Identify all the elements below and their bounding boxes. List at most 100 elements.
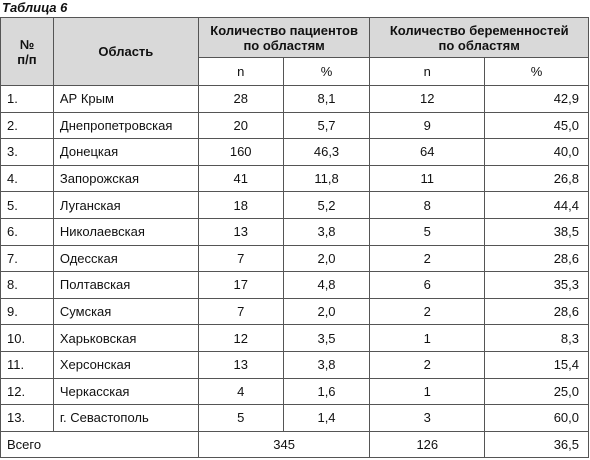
table-cell: 3,8 xyxy=(282,350,371,379)
table-row: 10. Харьковская 12 3,5 1 8,3 xyxy=(0,324,589,352)
table-row: 11. Херсонская 13 3,8 2 15,4 xyxy=(0,350,589,379)
table-cell: 7. xyxy=(0,244,54,273)
table-cell: 41 xyxy=(197,164,284,193)
table-cell: 38,5 xyxy=(484,217,589,246)
table-cell: 10. xyxy=(0,324,54,352)
table-cell: Полтавская xyxy=(52,271,199,299)
table-cell: Луганская xyxy=(52,191,199,219)
table-cell: 5 xyxy=(369,217,486,246)
caption: Таблица 6 xyxy=(2,0,68,15)
table-cell: 35,3 xyxy=(484,271,589,299)
header-cell: n xyxy=(369,57,486,86)
table-cell: 6. xyxy=(0,217,54,246)
header-cell: Область xyxy=(52,17,199,86)
table: № п/п Область Количество пациентов по об… xyxy=(0,17,589,459)
table-cell: 160 xyxy=(197,138,284,166)
total-row: Всего 345 126 36,5 xyxy=(0,430,589,459)
table-row: 9. Сумская 7 2,0 2 28,6 xyxy=(0,297,589,326)
table-cell: 2,0 xyxy=(282,244,371,273)
table-cell: 9. xyxy=(0,297,54,326)
table-cell: 46,3 xyxy=(282,138,371,166)
table-cell: Харьковская xyxy=(52,324,199,352)
table-cell: 8,3 xyxy=(484,324,589,352)
table-cell: Донецкая xyxy=(52,138,199,166)
table-cell: 1. xyxy=(0,85,54,113)
table-cell: Запорожская xyxy=(52,164,199,193)
table-cell: 64 xyxy=(369,138,486,166)
table-cell: 345 xyxy=(197,430,371,459)
table-cell: 11,8 xyxy=(282,164,371,193)
table-cell: Одесская xyxy=(52,244,199,273)
table-row: 6. Николаевская 13 3,8 5 38,5 xyxy=(0,217,589,246)
table-row: 12. Черкасская 4 1,6 1 25,0 xyxy=(0,377,589,406)
table-cell: 12 xyxy=(197,324,284,352)
table-cell: 28,6 xyxy=(484,244,589,273)
table-cell: Всего xyxy=(0,430,199,459)
table-cell: 28 xyxy=(197,85,284,113)
table-cell: 126 xyxy=(369,430,486,459)
table-row: 13. г. Севастополь 5 1,4 3 60,0 xyxy=(0,404,589,432)
table-cell: 5,7 xyxy=(282,111,371,140)
table-cell: 20 xyxy=(197,111,284,140)
table-cell: 45,0 xyxy=(484,111,589,140)
table-row: 2. Днепропетровская 20 5,7 9 45,0 xyxy=(0,111,589,140)
table-cell: 1 xyxy=(369,324,486,352)
table-cell: Николаевская xyxy=(52,217,199,246)
table-cell: 3 xyxy=(369,404,486,432)
table-cell: 9 xyxy=(369,111,486,140)
header-cell: Количество беременностей по областям xyxy=(369,17,589,58)
table-cell: 12. xyxy=(0,377,54,406)
table-cell: 3. xyxy=(0,138,54,166)
table-cell: Днепропетровская xyxy=(52,111,199,140)
table-cell: 6 xyxy=(369,271,486,299)
table-cell: 18 xyxy=(197,191,284,219)
table-cell: 60,0 xyxy=(484,404,589,432)
table-cell: 15,4 xyxy=(484,350,589,379)
table-cell: 11 xyxy=(369,164,486,193)
table-cell: г. Севастополь xyxy=(52,404,199,432)
table-cell: 8 xyxy=(369,191,486,219)
table-cell: 5. xyxy=(0,191,54,219)
table-cell: 2 xyxy=(369,350,486,379)
table-cell: 40,0 xyxy=(484,138,589,166)
table-body: 1. АР Крым 28 8,1 12 42,9 2. Днепропетровская 20… xyxy=(0,85,589,459)
table-cell: 13 xyxy=(197,350,284,379)
table-cell: 2 xyxy=(369,244,486,273)
table-row: 5. Луганская 18 5,2 8 44,4 xyxy=(0,191,589,219)
table-cell: АР Крым xyxy=(52,85,199,113)
table-cell: 2,0 xyxy=(282,297,371,326)
table-cell: 5 xyxy=(197,404,284,432)
table-cell: 44,4 xyxy=(484,191,589,219)
table-cell: 12 xyxy=(369,85,486,113)
table-cell: 4,8 xyxy=(282,271,371,299)
table-cell: 7 xyxy=(197,244,284,273)
table-cell: 28,6 xyxy=(484,297,589,326)
table-cell: 36,5 xyxy=(484,430,589,459)
table-cell: 1 xyxy=(369,377,486,406)
table-row: 8. Полтавская 17 4,8 6 35,3 xyxy=(0,271,589,299)
table-cell: Сумская xyxy=(52,297,199,326)
table-cell: 26,8 xyxy=(484,164,589,193)
table-cell: 8. xyxy=(0,271,54,299)
header-cell: % xyxy=(484,57,589,86)
header-cell: n xyxy=(197,57,284,86)
table-cell: 17 xyxy=(197,271,284,299)
table-cell: 25,0 xyxy=(484,377,589,406)
table-cell: 7 xyxy=(197,297,284,326)
table-cell: 4. xyxy=(0,164,54,193)
header-cell: № п/п xyxy=(0,17,54,86)
table-cell: 2 xyxy=(369,297,486,326)
table-row: 3. Донецкая 160 46,3 64 40,0 xyxy=(0,138,589,166)
table-cell: 4 xyxy=(197,377,284,406)
table-cell: 3,8 xyxy=(282,217,371,246)
table-cell: 1,6 xyxy=(282,377,371,406)
table-cell: 5,2 xyxy=(282,191,371,219)
table-cell: 11. xyxy=(0,350,54,379)
table-cell: 2. xyxy=(0,111,54,140)
table-cell: Черкасская xyxy=(52,377,199,406)
header-cell: Количество пациентов по областям xyxy=(197,17,371,58)
table-row: 4. Запорожская 41 11,8 11 26,8 xyxy=(0,164,589,193)
header-cell: % xyxy=(282,57,371,86)
table-cell: 8,1 xyxy=(282,85,371,113)
